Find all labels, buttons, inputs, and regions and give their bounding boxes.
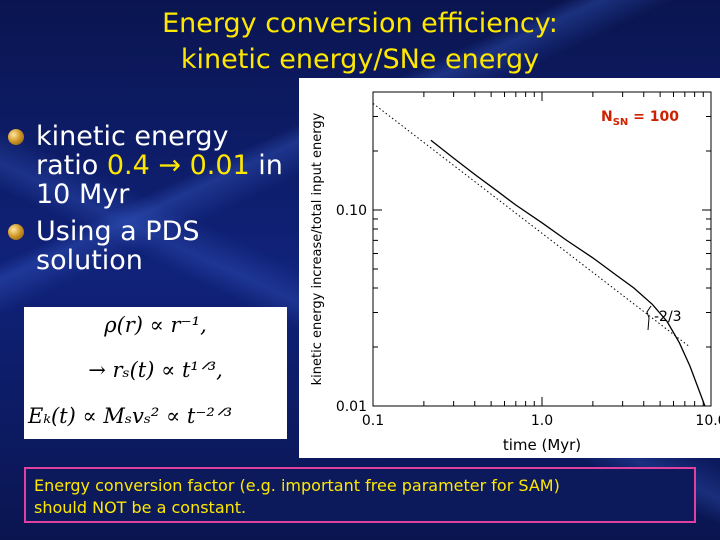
bullet-list: kinetic energy ratio 0.4 → 0.01 in 10 My…	[8, 122, 298, 283]
chart-panel: 0.1 1.0 10.0 0.10 0.01 kinetic energy increa…	[299, 78, 720, 458]
x-tick-label: 1.0	[531, 413, 553, 429]
slope-tick-mark	[646, 305, 652, 331]
footer-note: Energy conversion factor (e.g. important…	[24, 467, 696, 523]
title-line-1: Energy conversion efficiency:	[162, 8, 558, 39]
bullet-text-post: in 10 Myr	[36, 150, 283, 210]
y-axis-label: kinetic energy increase/total input ener…	[310, 112, 325, 385]
y-tick-label: 0.10	[336, 203, 367, 219]
bullet-dot-icon	[8, 224, 24, 240]
slope-marker: -2/3	[646, 305, 682, 331]
bullet-highlight: 0.4 → 0.01	[106, 150, 250, 181]
y-tick-label: 0.01	[336, 399, 367, 415]
bullet-dot-icon	[8, 129, 24, 145]
x-tick-label: 0.1	[362, 413, 384, 429]
simulation-curve	[430, 139, 706, 407]
title-line-2: kinetic energy/SNe energy	[180, 44, 540, 75]
slide-title: Energy conversion efficiency: kinetic en…	[0, 6, 720, 78]
footer-line-2: should NOT be a constant.	[34, 498, 247, 517]
bullet-item-kinetic-ratio: kinetic energy ratio 0.4 → 0.01 in 10 My…	[8, 122, 298, 209]
bullet-item-pds: Using a PDS solution	[8, 217, 298, 275]
plot-frame	[372, 91, 712, 407]
energy-ratio-chart: 0.1 1.0 10.0 0.10 0.01 kinetic energy increa…	[310, 91, 720, 454]
equation-energy: Eₖ(t) ∝ Mₛvₛ² ∝ t⁻²ᐟ³	[28, 404, 233, 428]
equation-box: ρ(r) ∝ r⁻¹, → rₛ(t) ∝ t¹ᐟ³, Eₖ(t) ∝ Mₛvₛ…	[24, 307, 287, 439]
power-law-fit-line	[372, 103, 691, 348]
x-axis-label: time (Myr)	[503, 436, 581, 454]
slope-label: -2/3	[654, 309, 682, 325]
equation-radius: → rₛ(t) ∝ t¹ᐟ³,	[88, 358, 223, 382]
bullet-text: kinetic energy ratio	[36, 121, 229, 181]
bullet-text: Using a PDS solution	[36, 216, 200, 276]
equation-density: ρ(r) ∝ r⁻¹,	[104, 313, 207, 337]
nsn-annotation: NSN = 100	[601, 109, 679, 128]
footer-line-1: Energy conversion factor (e.g. important…	[34, 476, 560, 495]
x-tick-label: 10.0	[695, 413, 720, 429]
